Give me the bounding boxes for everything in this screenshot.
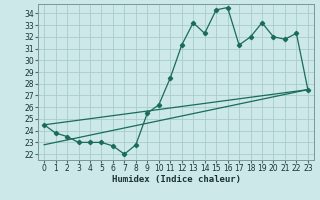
- X-axis label: Humidex (Indice chaleur): Humidex (Indice chaleur): [111, 175, 241, 184]
